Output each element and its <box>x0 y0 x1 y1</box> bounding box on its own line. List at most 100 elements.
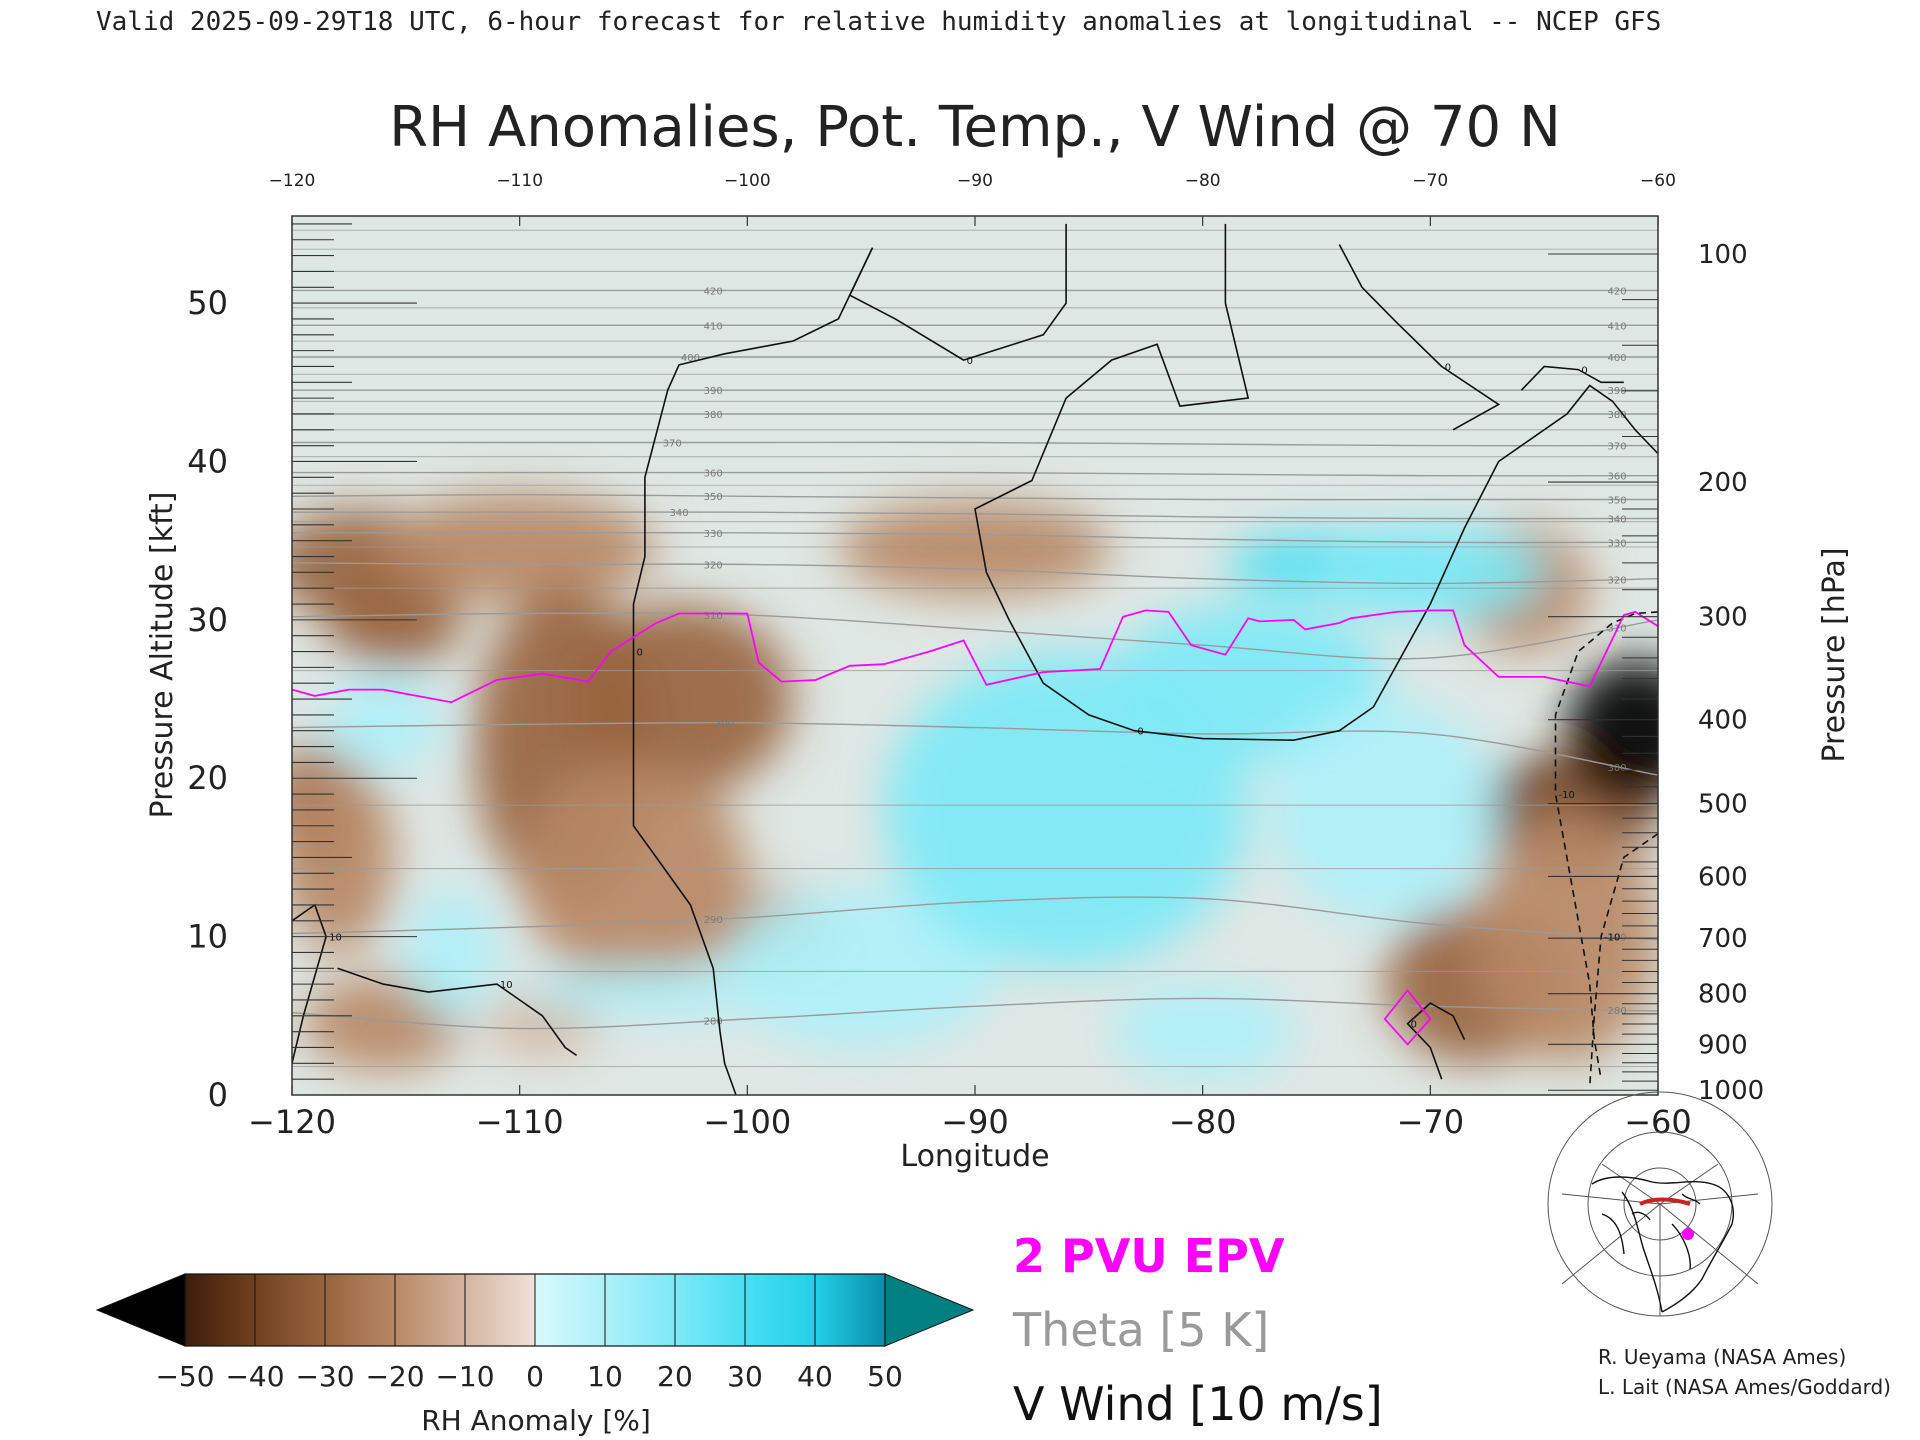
vwind-label-4: 0 <box>1581 366 1587 377</box>
colorbar-segment <box>535 1274 606 1346</box>
theta-label-right-330: 330 <box>1607 538 1626 549</box>
vwind-contour-8 <box>1554 611 1658 1080</box>
colorbar-under-arrow <box>95 1273 186 1347</box>
colorbar-segment <box>465 1274 536 1346</box>
vwind-label-1: 0 <box>967 356 973 367</box>
rh-blob-21 <box>1316 524 1545 620</box>
x-tick-label: −110 <box>476 1103 564 1141</box>
colorbar-tick-label: 0 <box>526 1360 544 1393</box>
vwind-label-8: -10 <box>1559 790 1575 801</box>
x-axis-top: −120 −110 −100 −90 −80 −70 −60 <box>269 171 1676 226</box>
theta-contour-330 <box>292 531 1658 544</box>
y-axis-left: 0 10 20 30 40 50 <box>187 223 417 1114</box>
colorbar-segment <box>325 1274 396 1346</box>
colorbar-segment <box>815 1274 886 1346</box>
theta-label-right-420: 420 <box>1607 286 1626 297</box>
x-top-tick-label: −100 <box>724 171 771 191</box>
theta-label-290: 290 <box>704 915 723 926</box>
vwind-contour-6 <box>337 967 578 1057</box>
colorbar-segment <box>605 1274 676 1346</box>
x-tick-label: −100 <box>703 1103 791 1141</box>
y-axis-label-right: Pressure [hPa] <box>1817 547 1852 762</box>
theta-label-right-340: 340 <box>1607 515 1626 526</box>
credit-line-2: L. Lait (NASA Ames/Goddard) <box>1598 1375 1891 1399</box>
colorbar-tick-label: 40 <box>797 1360 833 1393</box>
y-axis-right: 100 200 300 400 500 600 700 800 900 1000 <box>1548 240 1764 1106</box>
rh-blob-17 <box>724 889 998 1048</box>
vwind-contour-4 <box>1520 365 1624 391</box>
rh-blob-6 <box>565 604 793 795</box>
vwind-label-2: 0 <box>1137 727 1143 738</box>
theta-contour-280 <box>292 997 1658 1030</box>
pressure-tick-label: 300 <box>1698 603 1748 633</box>
theta-label-300: 300 <box>715 719 734 730</box>
theta-minor-lines <box>292 229 1658 1068</box>
theta-label-410: 410 <box>704 321 723 332</box>
theta-label-right-360: 360 <box>1607 472 1626 483</box>
theta-contour-310 <box>292 612 1658 660</box>
theta-contour-350 <box>292 493 1658 501</box>
pressure-tick-label: 400 <box>1698 706 1748 736</box>
vwind-label-0: 0 <box>637 648 643 659</box>
vwind-contour-0 <box>632 247 874 1095</box>
x-tick-label: −90 <box>941 1103 1009 1141</box>
theta-label-390: 390 <box>704 386 723 397</box>
y-tick-label: 40 <box>187 442 228 480</box>
pressure-tick-label: 500 <box>1698 790 1748 820</box>
x-tick-label: −120 <box>248 1103 336 1141</box>
colorbar-over-arrow <box>884 1273 975 1347</box>
theta-label-360: 360 <box>704 469 723 480</box>
colorbar-segment <box>675 1274 746 1346</box>
y-tick-label: 0 <box>208 1076 228 1114</box>
pressure-tick-label: 800 <box>1698 980 1748 1010</box>
theta-label-310: 310 <box>704 611 723 622</box>
vwind-label-3: 0 <box>1445 362 1451 373</box>
locator-map <box>1547 1091 1773 1317</box>
pressure-tick-label: 200 <box>1698 468 1748 498</box>
theta-contours: 2802802902903003003103103203203303303403… <box>292 286 1658 1030</box>
valid-time-line: Valid 2025-09-29T18 UTC, 6-hour forecast… <box>96 7 1661 37</box>
pressure-tick-label: 1000 <box>1698 1076 1764 1106</box>
chart-title: RH Anomalies, Pot. Temp., V Wind @ 70 N <box>389 95 1561 160</box>
colorbar-tick-label: −30 <box>295 1360 354 1393</box>
rh-blob-4 <box>383 493 657 605</box>
theta-label-370: 370 <box>663 438 682 449</box>
colorbar-tick-label: −20 <box>365 1360 424 1393</box>
pressure-tick-label: 600 <box>1698 862 1748 892</box>
theta-contour-320 <box>292 562 1658 585</box>
rh-blob-7 <box>519 762 748 985</box>
colorbar: −50 −40 −30 −20 −10 0 10 20 30 40 50 <box>95 1273 975 1393</box>
credit-line-1: R. Ueyama (NASA Ames) <box>1598 1345 1846 1369</box>
x-tick-label: −70 <box>1397 1103 1465 1141</box>
x-top-tick-label: −60 <box>1640 171 1676 191</box>
vwind-label-5: 10 <box>329 933 342 944</box>
pvu-line <box>292 609 1658 704</box>
y-tick-label: 20 <box>187 759 228 797</box>
rh-blob-22 <box>1270 699 1499 921</box>
theta-label-280: 280 <box>704 1016 723 1027</box>
theta-contour-340 <box>292 511 1658 520</box>
y-tick-label: 50 <box>187 284 228 322</box>
pressure-tick-label: 900 <box>1698 1030 1748 1060</box>
legend-vwind: V Wind [10 m/s] <box>1013 1377 1383 1431</box>
x-top-tick-label: −80 <box>1185 171 1221 191</box>
vwind-label-6: 10 <box>500 980 513 991</box>
rh-blob-24 <box>405 889 497 1016</box>
rh-blob-26 <box>1111 984 1294 1080</box>
theta-label-right-370: 370 <box>1607 442 1626 453</box>
legend-theta: Theta [5 K] <box>1012 1303 1269 1357</box>
theta-label-right-400: 400 <box>1607 353 1626 364</box>
colorbar-segment <box>745 1274 816 1346</box>
colorbar-tick-label: 10 <box>587 1360 623 1393</box>
vwind-contour-7 <box>1406 1002 1466 1080</box>
vwind-contour-2 <box>974 223 1658 742</box>
pressure-tick-label: 700 <box>1698 924 1748 954</box>
rh-blob-15 <box>1475 809 1658 1064</box>
rh-blob-25 <box>519 968 793 1016</box>
theta-label-right-350: 350 <box>1607 495 1626 506</box>
theta-contour-290 <box>292 896 1658 941</box>
rh-anomaly-field <box>292 493 1658 1080</box>
x-top-tick-label: −120 <box>269 171 316 191</box>
